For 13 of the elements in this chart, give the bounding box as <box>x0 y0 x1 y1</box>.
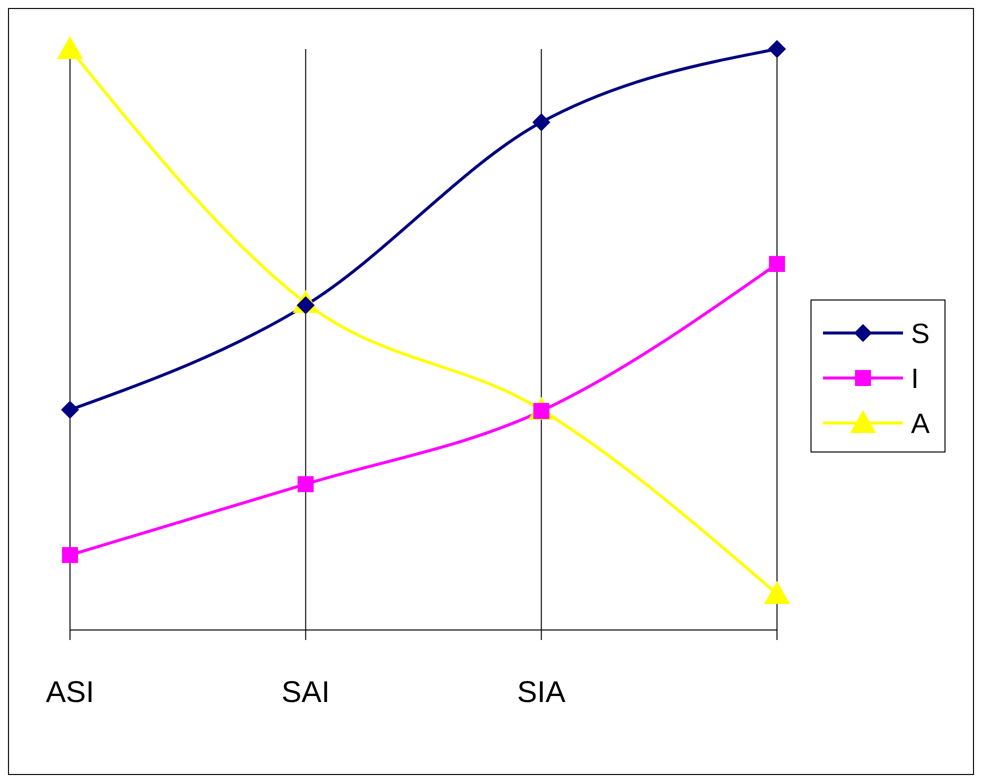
point <box>298 476 314 492</box>
point <box>62 547 78 564</box>
point <box>532 113 550 132</box>
legend-label: A <box>911 408 930 439</box>
x-tick-label: SIA <box>517 676 566 709</box>
x-tick-label: ASI <box>46 676 94 709</box>
point <box>57 36 83 59</box>
point <box>61 400 79 419</box>
legend-label: I <box>911 363 919 394</box>
legend-label: S <box>911 318 930 349</box>
point <box>768 40 786 58</box>
point <box>769 256 785 272</box>
x-tick-label: SAI <box>281 676 330 709</box>
